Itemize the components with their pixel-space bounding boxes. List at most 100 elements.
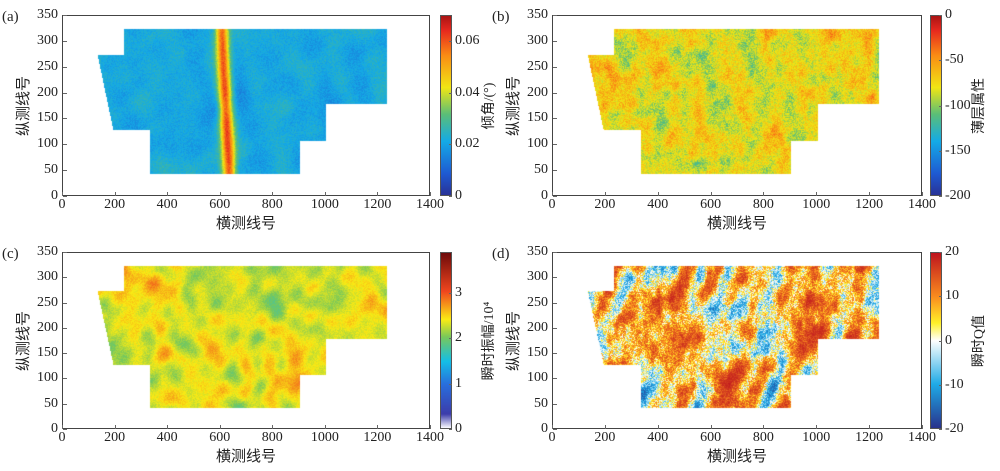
x-tick-mark <box>377 192 379 196</box>
colorbar-tick-mark <box>939 196 942 197</box>
y-tick-mark <box>553 252 557 253</box>
colorbar-tick-mark <box>939 252 942 253</box>
y-tick-mark <box>553 196 557 197</box>
x-tick-label: 1000 <box>310 197 339 212</box>
y-tick-mark <box>553 92 557 94</box>
y-tick-label: 250 <box>37 294 58 310</box>
x-tick-label: 1400 <box>908 430 936 445</box>
y-tick-label: 0 <box>541 421 548 436</box>
y-tick-label: 200 <box>37 319 58 335</box>
x-tick-label: 200 <box>594 430 616 445</box>
y-tick-mark <box>63 15 67 16</box>
y-tick-mark <box>553 15 557 16</box>
colorbar-label: 瞬时振幅/10⁴ <box>482 301 497 380</box>
y-tick-mark <box>63 302 67 304</box>
y-tick-label: 250 <box>37 58 58 74</box>
colorbar-tick-label: 0 <box>455 188 462 203</box>
x-tick-label: 200 <box>104 197 126 212</box>
x-tick-mark <box>710 425 712 429</box>
panel-label: (a) <box>2 9 19 25</box>
x-tick-label: 600 <box>209 430 231 445</box>
x-tick-mark <box>114 425 116 429</box>
y-tick-mark <box>553 40 557 42</box>
x-tick-mark <box>552 425 553 429</box>
y-tick-label: 50 <box>534 162 548 178</box>
colorbar <box>440 252 452 429</box>
x-tick-label: 600 <box>700 430 722 445</box>
x-tick-label: 800 <box>752 430 774 445</box>
colorbar-tick-label: 10 <box>945 288 959 304</box>
x-tick-mark <box>167 192 169 196</box>
y-tick-label: 250 <box>527 294 548 310</box>
x-tick-label: 0 <box>548 197 556 212</box>
y-tick-mark <box>63 66 67 68</box>
y-tick-mark <box>553 66 557 68</box>
plot-area <box>552 15 923 197</box>
y-tick-mark <box>63 92 67 94</box>
x-tick-label: 800 <box>752 197 774 212</box>
y-tick-label: 0 <box>51 188 58 203</box>
y-tick-label: 300 <box>527 269 548 285</box>
colorbar-tick-mark <box>449 292 452 294</box>
colorbar-tick-label: 0.06 <box>455 32 480 48</box>
y-axis-label: 纵测线号 <box>506 310 522 371</box>
y-tick-mark <box>63 403 67 405</box>
y-tick-label: 50 <box>44 162 58 178</box>
y-tick-label: 300 <box>37 269 58 285</box>
y-tick-label: 200 <box>37 84 58 100</box>
x-tick-mark <box>763 425 765 429</box>
y-tick-label: 0 <box>541 188 548 203</box>
x-tick-mark <box>62 425 63 429</box>
colorbar-tick-mark <box>939 384 942 386</box>
y-axis-label: 纵测线号 <box>16 75 32 136</box>
y-tick-mark <box>553 429 557 430</box>
x-axis-label: 横测线号 <box>707 449 768 465</box>
colorbar-tick-label: 0.02 <box>455 136 480 152</box>
x-tick-mark <box>324 425 326 429</box>
y-tick-label: 300 <box>37 32 58 48</box>
colorbar-tick-mark <box>939 429 942 430</box>
x-tick-label: 400 <box>647 197 669 212</box>
y-tick-mark <box>63 196 67 197</box>
y-tick-mark <box>63 327 67 329</box>
colorbar-tick-label: 0 <box>945 7 952 22</box>
y-tick-label: 300 <box>527 32 548 48</box>
x-tick-label: 1200 <box>363 197 392 212</box>
y-tick-label: 100 <box>527 136 548 152</box>
x-tick-label: 600 <box>700 197 722 212</box>
x-tick-mark <box>552 192 553 196</box>
colorbar-tick-mark <box>939 105 942 107</box>
plot-area <box>62 252 431 430</box>
x-tick-mark <box>219 192 221 196</box>
colorbar-tick-mark <box>939 296 942 298</box>
plot-area <box>552 252 923 430</box>
y-tick-label: 150 <box>37 110 58 126</box>
colorbar-tick-mark <box>449 40 452 42</box>
x-tick-label: 1200 <box>855 430 884 445</box>
heatmap-image <box>553 253 923 430</box>
colorbar-tick-label: 3 <box>455 284 462 300</box>
x-tick-mark <box>869 425 871 429</box>
x-tick-label: 600 <box>209 197 231 212</box>
x-axis-label: 横测线号 <box>216 216 277 232</box>
colorbar-tick-label: 2 <box>455 330 462 346</box>
x-tick-mark <box>922 425 923 429</box>
x-tick-label: 400 <box>156 430 178 445</box>
colorbar-tick-label: 0.04 <box>455 84 480 100</box>
y-tick-label: 350 <box>37 7 58 22</box>
plot-area <box>62 15 431 197</box>
y-tick-label: 100 <box>37 370 58 386</box>
y-tick-mark <box>553 118 557 120</box>
y-tick-label: 150 <box>527 345 548 361</box>
x-tick-label: 400 <box>647 430 669 445</box>
x-tick-mark <box>657 192 659 196</box>
y-tick-label: 0 <box>51 421 58 436</box>
colorbar-tick-mark <box>449 144 452 146</box>
colorbar-tick-label: -100 <box>945 97 971 113</box>
colorbar-tick-mark <box>449 383 452 385</box>
y-tick-label: 250 <box>527 58 548 74</box>
y-tick-mark <box>553 327 557 329</box>
x-axis-label: 横测线号 <box>216 449 277 465</box>
y-tick-mark <box>63 353 67 355</box>
